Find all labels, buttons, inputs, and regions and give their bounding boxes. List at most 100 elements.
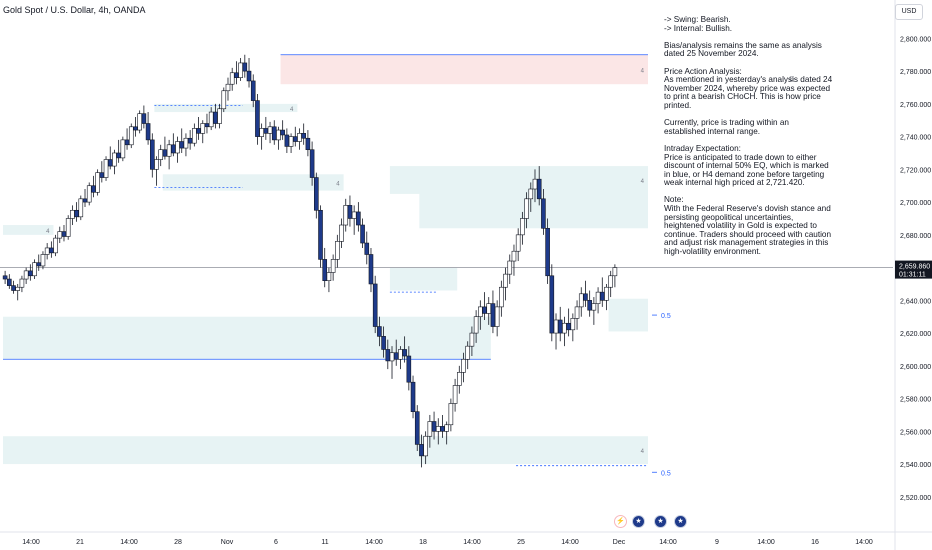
zone-demand — [389, 267, 458, 291]
time-tick-label: 11 — [321, 539, 328, 546]
candle-body-bear — [204, 123, 210, 128]
candle-body-bear — [280, 129, 285, 136]
candle — [238, 58, 243, 81]
candle — [28, 264, 33, 281]
candle-body-bull — [511, 250, 517, 262]
candle-body-bear — [414, 411, 420, 445]
price-tick-label: 2,720.000 — [900, 167, 931, 174]
price-tick-label: 2,560.000 — [900, 429, 931, 436]
candle-body-bear — [107, 159, 113, 167]
candle-body-bull — [553, 319, 559, 334]
analysis-line: November 2024, whereby price was expecte… — [664, 83, 831, 93]
candle — [549, 264, 555, 342]
candle-body-bear — [406, 355, 412, 383]
candle — [410, 375, 416, 419]
candle — [456, 365, 462, 394]
candle — [204, 113, 210, 134]
candle — [276, 126, 281, 150]
candle — [57, 226, 63, 244]
candle-body-bear — [74, 209, 79, 218]
candle-body-bull — [217, 108, 222, 124]
us-flag-icon[interactable]: ★ — [674, 515, 687, 528]
candle-body-bull — [276, 129, 281, 141]
candle — [284, 128, 290, 153]
candle — [360, 218, 365, 248]
candle — [326, 267, 332, 293]
candle — [44, 243, 50, 260]
candle-body-bear — [318, 209, 323, 260]
time-tick-label: 14:00 — [463, 539, 481, 546]
candle — [23, 267, 29, 284]
us-flag-icon[interactable]: ★ — [654, 515, 667, 528]
candle — [107, 146, 113, 170]
candle — [61, 225, 67, 242]
candle-body-bull — [19, 278, 25, 288]
time-tick-label: 6 — [274, 539, 278, 546]
candle — [499, 280, 504, 317]
candle-body-bull — [208, 111, 214, 128]
candle — [372, 275, 378, 334]
currency-button[interactable]: USD — [895, 4, 923, 20]
candle-body-bull — [259, 128, 264, 137]
analysis-line: high-volatility environment. — [664, 247, 761, 257]
time-tick-label: 14:00 — [855, 539, 873, 546]
candle-body-bull — [288, 136, 294, 147]
candle-body-bear — [402, 349, 407, 357]
candle — [91, 175, 96, 198]
candle — [507, 254, 513, 284]
candle-body-bear — [133, 126, 138, 131]
candle-body-bull — [95, 172, 100, 193]
candle-body-bear — [7, 278, 12, 286]
candle — [288, 133, 294, 153]
candle — [335, 234, 340, 268]
candle-body-bull — [398, 349, 403, 360]
price-tick-label: 2,620.000 — [900, 331, 931, 338]
candle — [19, 275, 25, 293]
candle-body-bear — [234, 72, 239, 78]
candle-body-bull — [570, 318, 576, 331]
candle-body-bull — [330, 259, 336, 273]
candle-body-bear — [162, 149, 168, 157]
candle — [557, 306, 563, 342]
candle-body-bull — [297, 133, 302, 142]
candle-body-bear — [255, 100, 260, 137]
us-flag-icon[interactable]: ★ — [632, 515, 645, 528]
candle — [112, 149, 117, 175]
candle-body-bull — [183, 137, 189, 149]
candle-body-bull — [339, 224, 344, 242]
candle — [431, 411, 437, 440]
candle-body-bull — [238, 62, 243, 78]
analysis-line: discount of internal 50% EQ, which is ma… — [664, 161, 829, 171]
lightning-icon[interactable]: ⚡ — [614, 515, 627, 528]
candle-body-bear — [419, 444, 424, 457]
candle-body-bull — [473, 316, 479, 334]
candle — [255, 94, 260, 145]
candle — [133, 116, 138, 137]
eq-level-label: 0.5 — [661, 313, 671, 320]
candle-body-bear — [196, 128, 201, 134]
candle-body-bull — [70, 209, 75, 219]
zone-demand — [389, 166, 648, 194]
price-tick-label: 2,700.000 — [900, 200, 931, 207]
candle-body-bull — [515, 234, 521, 252]
candle — [570, 313, 576, 342]
candle — [322, 247, 328, 288]
candle-body-bull — [53, 237, 58, 254]
candle-body-bull — [507, 260, 513, 275]
candle — [217, 103, 222, 129]
analysis-line: and adjust risk management strategies in… — [664, 238, 829, 248]
candle — [149, 133, 155, 178]
analysis-line: Currently, price is trading within an — [664, 118, 789, 128]
candle — [503, 267, 508, 301]
candle — [53, 234, 58, 257]
analysis-line: established internal range. — [664, 126, 761, 136]
candle-body-bull — [461, 358, 466, 373]
candle-body-bear — [549, 275, 555, 334]
candle — [339, 218, 344, 248]
candle-body-bull — [343, 205, 349, 226]
analysis-line: Price is anticipated to trade down to ei… — [664, 152, 817, 162]
candle-body-bull — [562, 322, 567, 334]
